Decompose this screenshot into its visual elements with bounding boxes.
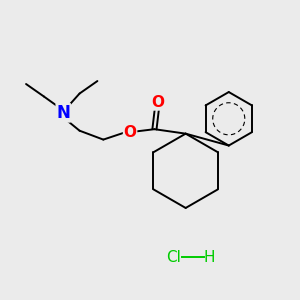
- Text: Cl: Cl: [166, 250, 181, 265]
- Text: N: N: [56, 104, 70, 122]
- Text: O: O: [124, 125, 136, 140]
- Text: H: H: [204, 250, 215, 265]
- Text: O: O: [151, 95, 164, 110]
